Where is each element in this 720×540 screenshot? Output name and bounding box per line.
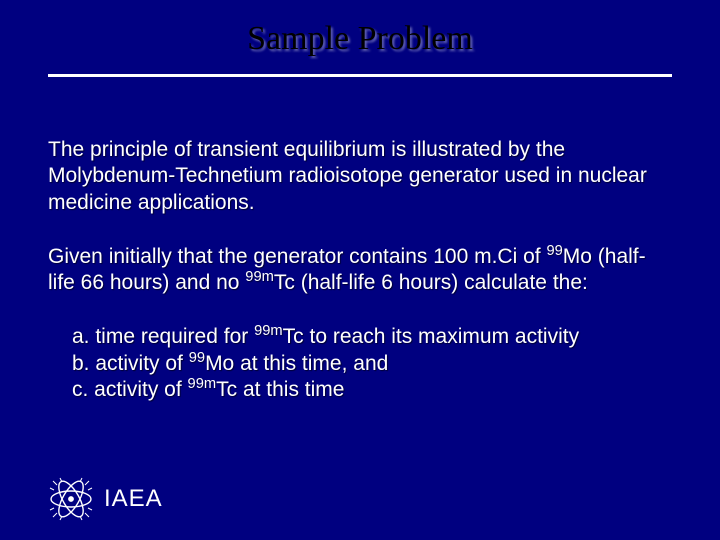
slide-body: The principle of transient equilibrium i…: [48, 137, 672, 403]
question-list: a. time required for 99mTc to reach its …: [48, 324, 672, 403]
footer-label: IAEA: [104, 485, 163, 513]
slide-container: Sample Problem The principle of transien…: [0, 0, 720, 540]
item-a-pre: a. time required for: [72, 325, 254, 348]
para2-a: Given initially that the generator conta…: [48, 245, 546, 268]
para2-sup1: 99: [546, 243, 562, 259]
para1-text: The principle of transient equilibrium i…: [48, 138, 647, 214]
item-c-sup: 99m: [188, 376, 217, 392]
list-item-b: b. activity of 99Mo at this time, and: [72, 351, 672, 377]
para2-c: Tc (half-life 6 hours) calculate the:: [274, 271, 588, 294]
title-rule: [48, 74, 672, 77]
footer: IAEA: [48, 476, 163, 522]
item-b-sup: 99: [189, 350, 205, 366]
paragraph-given: Given initially that the generator conta…: [48, 244, 672, 297]
slide-title: Sample Problem: [48, 20, 672, 68]
paragraph-intro: The principle of transient equilibrium i…: [48, 137, 672, 216]
item-c-pre: c. activity of: [72, 378, 188, 401]
iaea-logo-icon: [48, 476, 94, 522]
item-a-sup: 99m: [254, 323, 283, 339]
item-b-pre: b. activity of: [72, 352, 189, 375]
item-b-post: Mo at this time, and: [205, 352, 388, 375]
list-item-a: a. time required for 99mTc to reach its …: [72, 324, 672, 350]
list-item-c: c. activity of 99mTc at this time: [72, 377, 672, 403]
item-a-post: Tc to reach its maximum activity: [283, 325, 579, 348]
item-c-post: Tc at this time: [216, 378, 344, 401]
para2-sup2: 99m: [245, 269, 274, 285]
